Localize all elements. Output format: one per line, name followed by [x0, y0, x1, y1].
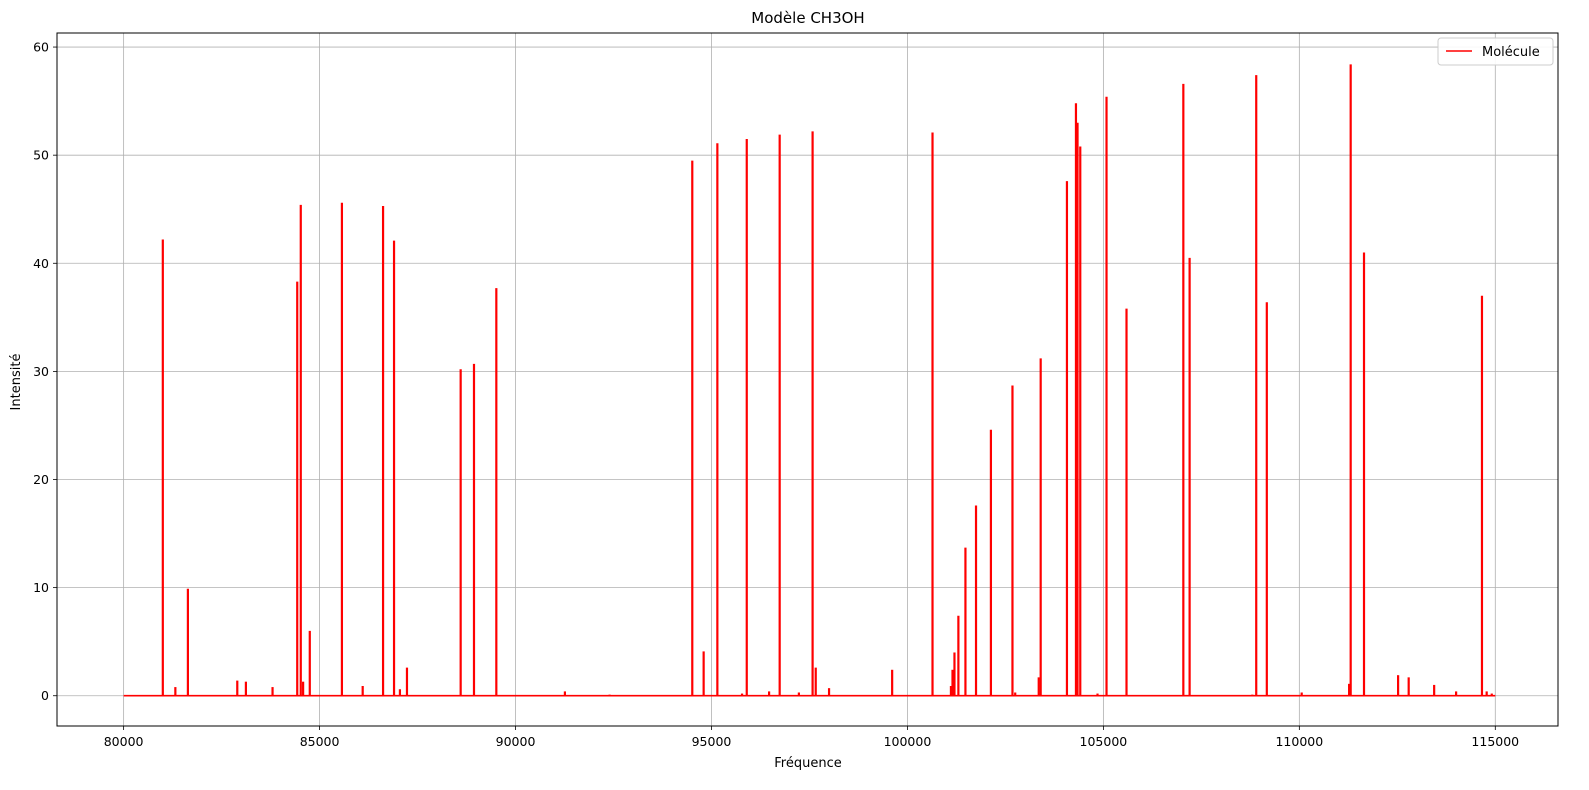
chart-title: Modèle CH3OH	[751, 9, 864, 27]
y-axis: 0 10 20 30 40 50 60	[33, 40, 57, 703]
x-tick-label: 80000	[104, 734, 144, 749]
x-tick-label: 110000	[1275, 734, 1323, 749]
legend: Molécule	[1437, 37, 1554, 66]
x-axis: 80000 85000 90000 95000 100000 105000 110000 11…	[104, 726, 1519, 749]
x-tick-label: 95000	[692, 734, 732, 749]
y-tick-label: 50	[33, 148, 49, 163]
plot-frame	[56, 32, 1559, 727]
y-tick-label: 0	[41, 688, 49, 703]
x-tick-label: 90000	[496, 734, 536, 749]
plot-lines	[123, 64, 1496, 697]
y-tick-label: 20	[33, 472, 49, 487]
x-tick-label: 85000	[300, 734, 340, 749]
x-tick-label: 105000	[1080, 734, 1128, 749]
y-tick-label: 40	[33, 256, 49, 271]
legend-label: Molécule	[1482, 45, 1540, 60]
y-tick-label: 10	[33, 580, 49, 595]
x-tick-label: 115000	[1471, 734, 1519, 749]
y-tick-label: 30	[33, 364, 49, 379]
y-tick-label: 60	[33, 40, 49, 55]
x-axis-label: Fréquence	[774, 756, 841, 771]
x-tick-label: 100000	[884, 734, 932, 749]
legend-box	[1437, 37, 1554, 66]
y-axis-label: Intensité	[9, 354, 24, 411]
